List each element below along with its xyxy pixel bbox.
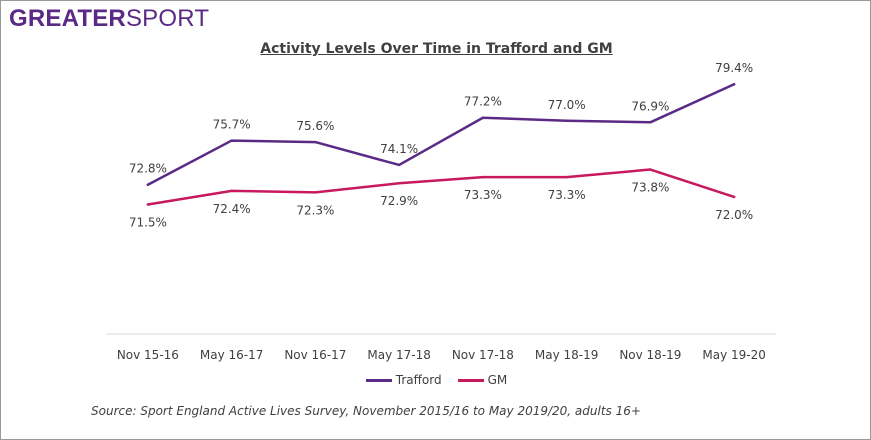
data-point-trafford [649, 121, 652, 124]
data-label-gm: 73.3% [464, 188, 502, 202]
data-label-gm: 72.4% [213, 202, 251, 216]
x-tick-label: Nov 18-19 [619, 348, 681, 362]
x-tick-label: Nov 15-16 [117, 348, 179, 362]
data-point-trafford [397, 163, 401, 167]
chart-legend: Trafford GM [1, 373, 870, 387]
data-label-gm: 73.3% [548, 188, 586, 202]
data-point-trafford [314, 140, 317, 144]
data-label-trafford: 72.8% [129, 162, 167, 176]
data-label-gm: 72.3% [296, 203, 334, 217]
data-label-trafford: 77.2% [464, 95, 502, 109]
greatersport-logo: GREATERSPORT [9, 5, 209, 33]
series-line-gm [146, 168, 736, 206]
data-label-gm: 72.9% [380, 194, 418, 208]
data-label-trafford: 76.9% [631, 99, 669, 113]
x-tick-label: May 16-17 [200, 348, 264, 362]
x-tick-label: Nov 16-17 [284, 348, 346, 362]
series-line-trafford [146, 82, 736, 186]
x-tick-label: May 18-19 [535, 348, 599, 362]
data-point-trafford [732, 83, 736, 86]
legend-label-trafford: Trafford [395, 373, 442, 387]
data-label-trafford: 75.7% [213, 118, 251, 132]
data-point-trafford [146, 183, 150, 186]
data-point-gm [146, 203, 150, 206]
data-point-gm [397, 182, 401, 185]
legend-line-gm [457, 378, 484, 382]
legend-item-gm: GM [457, 373, 508, 387]
logo-text-bold: GREATER [9, 5, 126, 32]
data-label-trafford: 79.4% [715, 61, 753, 75]
data-label-gm: 73.8% [631, 181, 669, 195]
legend-item-trafford: Trafford [365, 373, 442, 387]
data-point-gm [481, 175, 485, 179]
data-point-gm [649, 168, 652, 171]
data-point-gm [565, 175, 568, 179]
data-label-trafford: 74.1% [380, 142, 418, 156]
legend-label-gm: GM [487, 373, 508, 387]
x-tick-label: May 17-18 [367, 348, 431, 362]
data-label-gm: 71.5% [129, 216, 167, 230]
data-label-trafford: 77.0% [548, 98, 586, 112]
data-point-gm [314, 191, 317, 194]
x-tick-label: May 19-20 [702, 348, 766, 362]
data-point-gm [732, 195, 736, 199]
x-tick-label: Nov 17-18 [452, 348, 514, 362]
data-point-gm [230, 189, 233, 193]
data-label-trafford: 75.6% [296, 119, 334, 133]
data-label-gm: 72.0% [715, 208, 753, 222]
chart-title: Activity Levels Over Time in Trafford an… [260, 41, 613, 57]
legend-line-trafford [365, 378, 392, 382]
data-point-trafford [481, 116, 485, 119]
source-note: Source: Sport England Active Lives Surve… [91, 404, 641, 418]
data-point-trafford [230, 139, 233, 142]
logo-text-light: SPORT [125, 5, 210, 32]
data-point-trafford [565, 119, 568, 122]
